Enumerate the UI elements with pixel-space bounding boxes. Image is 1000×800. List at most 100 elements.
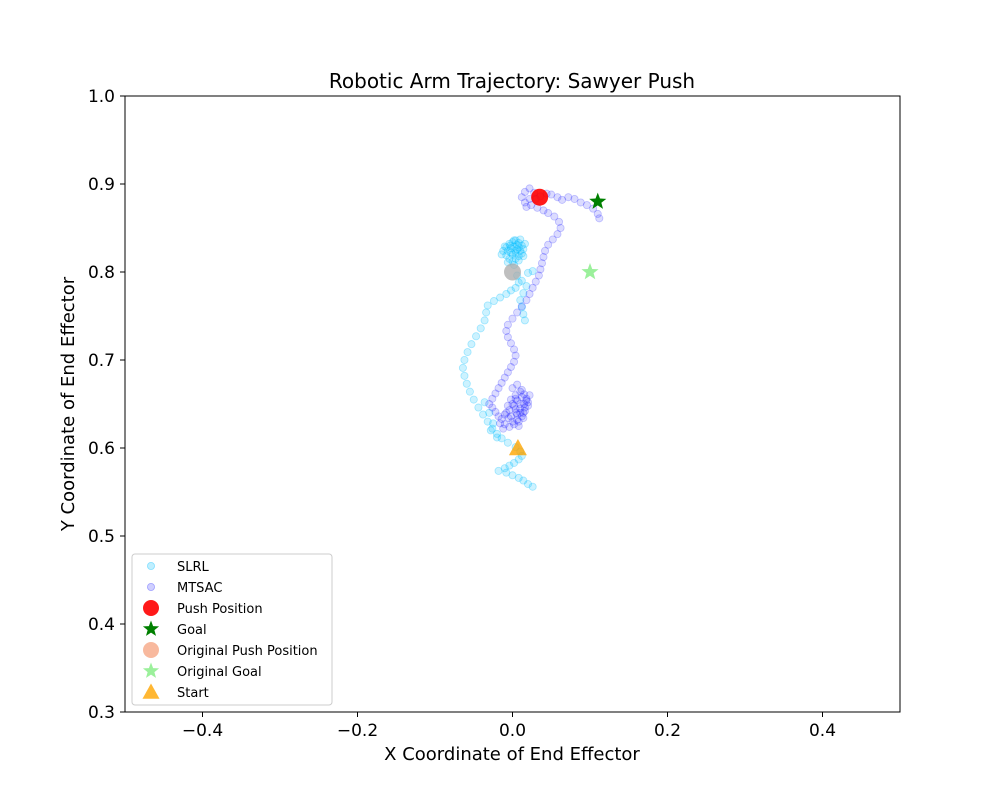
data-point [519,408,528,417]
legend-swatch [143,642,159,658]
data-point [502,251,511,260]
data-point [517,412,526,421]
data-point [514,473,523,482]
data-point [514,421,523,430]
data-point [539,253,548,262]
data-point [508,399,517,408]
data-point [517,276,526,285]
data-point [514,238,523,247]
data-point [570,194,579,203]
data-point [465,387,474,396]
data-point [517,302,526,311]
data-point [517,392,526,401]
data-point [516,404,525,413]
original-goal-marker [581,263,599,280]
data-point [508,384,517,393]
data-point [505,406,514,415]
data-point [564,193,573,202]
data-point [500,410,509,419]
data-point [525,391,534,400]
data-point [548,235,557,244]
data-point [528,267,537,276]
legend-label: Push Position [177,602,263,617]
data-point [513,396,522,405]
data-point [520,403,529,412]
data-point [511,391,520,400]
data-point [499,246,508,255]
data-point [467,340,476,349]
series-mtsac [485,184,604,433]
data-point [516,408,525,417]
data-point [528,482,537,491]
data-point [514,256,523,265]
data-point [474,403,483,412]
data-point [511,405,520,414]
data-point [520,316,529,325]
data-point [511,254,520,263]
data-point [476,324,485,333]
data-point [553,193,562,202]
legend-swatch [142,662,160,678]
data-point [483,417,492,426]
data-point [506,241,515,250]
y-tick-label: 0.8 [88,263,115,283]
data-point [472,332,481,341]
data-point [506,339,515,348]
data-point [505,254,514,263]
data-point [520,198,529,207]
data-point [514,417,523,426]
data-point [520,399,529,408]
data-point [500,420,509,429]
data-point [524,480,533,489]
legend-label: Original Goal [177,665,262,680]
data-point [553,230,562,239]
data-point [479,410,488,419]
data-point [517,249,526,258]
original-push-position-marker [504,263,521,281]
data-point [534,271,543,280]
data-point [517,385,526,394]
legend-label: SLRL [177,560,210,575]
legend-swatch [142,683,160,699]
data-point [496,419,505,428]
y-tick-label: 0.6 [88,439,115,459]
data-point [525,289,534,298]
chart-title: Robotic Arm Trajectory: Sawyer Push [329,69,695,93]
data-point [489,297,498,306]
data-point [458,363,467,372]
data-point [536,265,545,274]
data-point [522,282,531,291]
data-point [480,316,489,325]
data-point [519,245,528,254]
data-point [514,243,523,252]
data-point [505,422,514,431]
data-point [511,246,520,255]
legend-swatch [146,562,155,571]
data-point [503,246,512,255]
series-slrl [458,235,537,491]
data-point [469,395,478,404]
data-point [510,236,519,245]
data-point [488,394,497,403]
data-point [519,310,528,319]
legend-entry: MTSAC [146,581,222,596]
data-point [576,198,585,207]
data-point [506,395,515,404]
x-axis-label: X Coordinate of End Effector [384,744,640,765]
data-point [519,414,528,423]
x-tick-label: 0.2 [654,721,681,741]
legend-label: Goal [177,623,207,638]
data-point [522,396,531,405]
data-point [517,303,526,312]
data-point [500,242,509,251]
data-point [522,394,531,403]
data-point [513,308,522,317]
data-point [486,426,495,435]
legend-swatch [142,620,160,636]
y-axis-label: Y Coordinate of End Effector [58,276,79,532]
data-point [544,209,553,218]
data-point [511,236,520,245]
legend-entry: Original Push Position [143,642,318,659]
data-point [483,301,492,310]
legend-label: Original Push Position [177,644,318,659]
